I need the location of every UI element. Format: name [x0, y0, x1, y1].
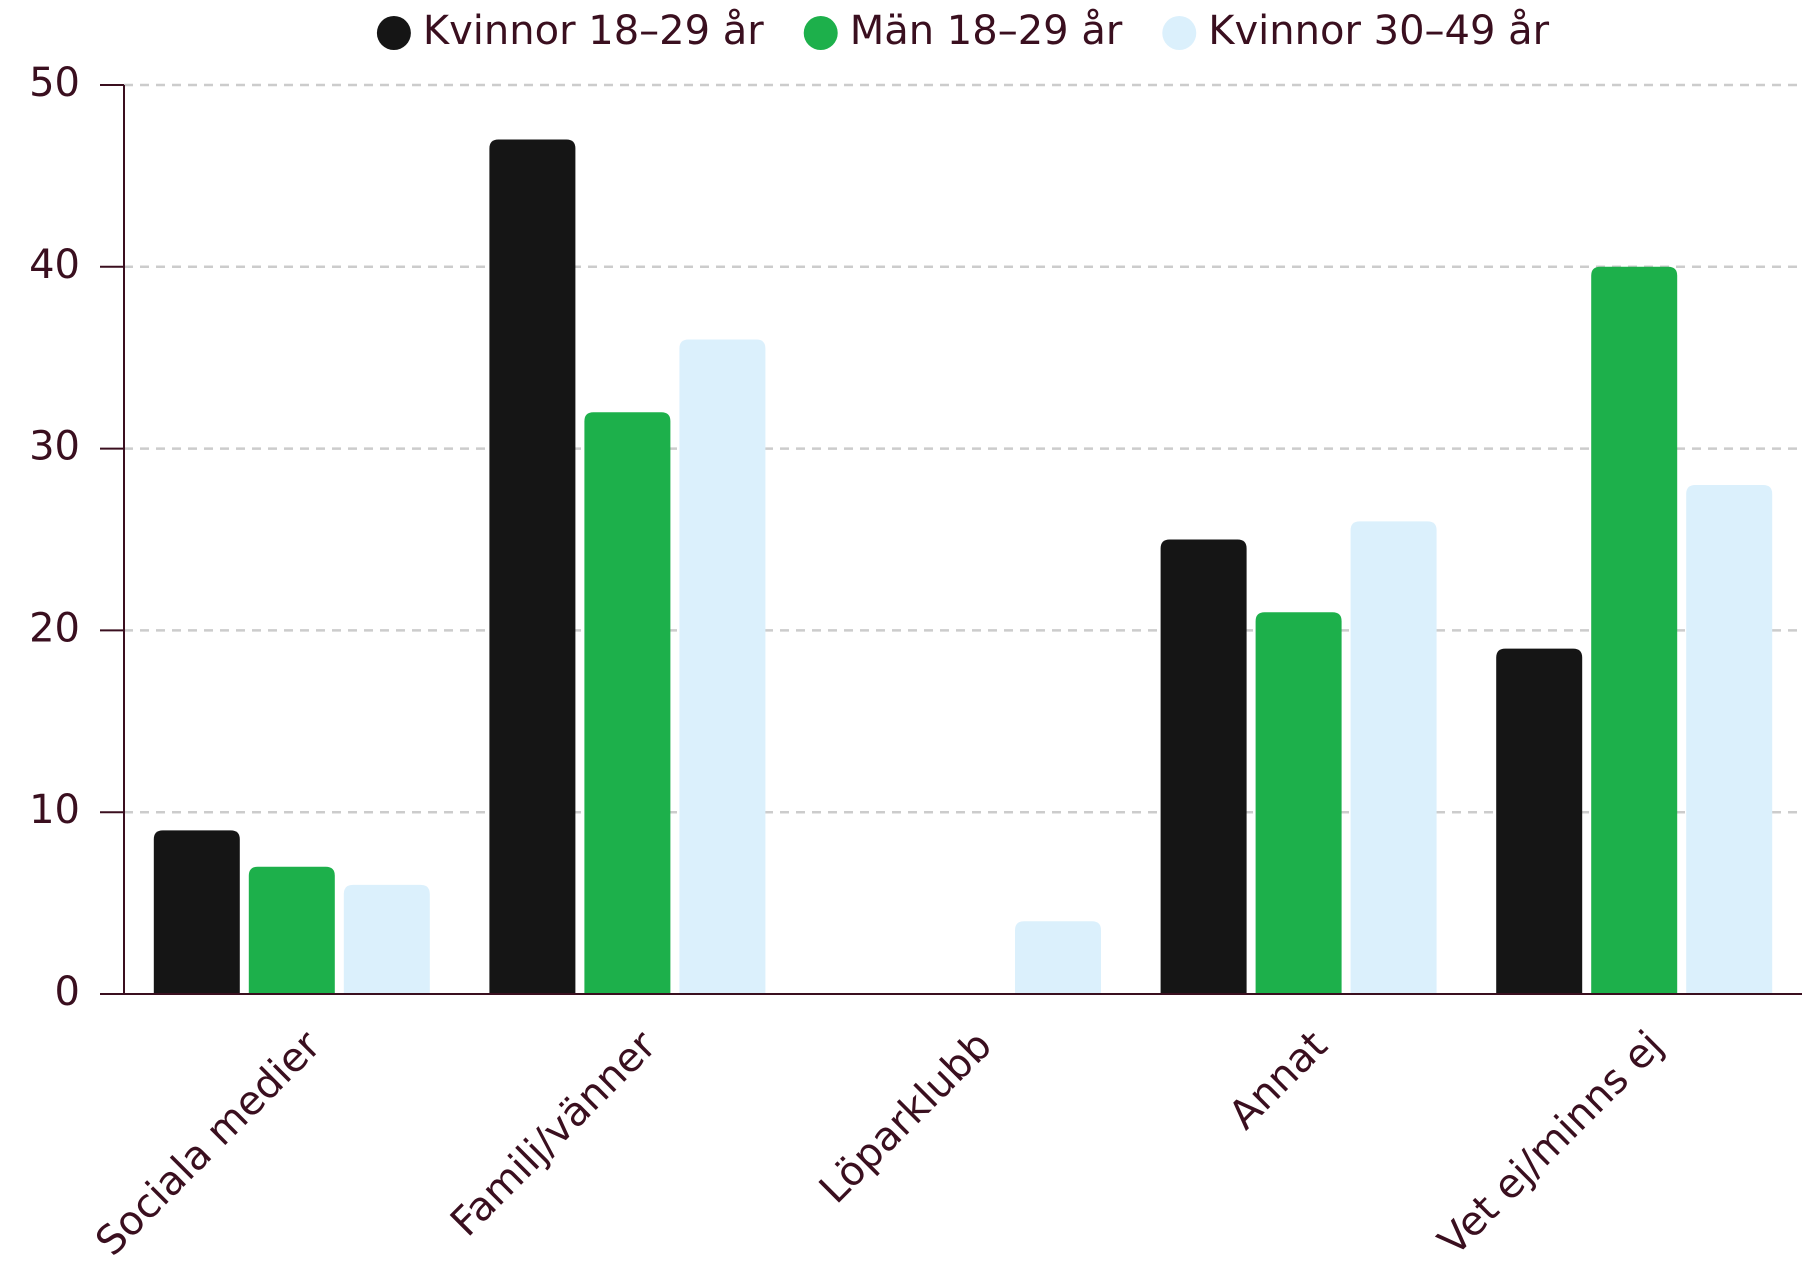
bar	[1686, 484, 1773, 994]
bar	[1591, 266, 1678, 994]
x-tick-label: Annat	[1220, 1022, 1336, 1138]
legend-marker	[803, 16, 838, 50]
bar	[1255, 612, 1342, 994]
bar	[153, 830, 240, 994]
legend-label: Män 18–29 år	[850, 8, 1123, 54]
y-tick-label: 50	[29, 60, 80, 106]
x-tick-label: Vet ej/minns ej	[1430, 1022, 1672, 1264]
bar	[1496, 648, 1583, 994]
legend-marker	[1162, 16, 1197, 50]
y-tick-label: 10	[29, 787, 80, 833]
x-tick-label: Sociala medier	[87, 1022, 330, 1265]
bar	[248, 866, 335, 994]
legend-label: Kvinnor 30–49 år	[1208, 8, 1549, 54]
y-tick-label: 20	[29, 605, 80, 651]
bar	[584, 412, 671, 994]
y-tick-label: 30	[29, 424, 80, 470]
legend-marker	[376, 16, 411, 50]
y-tick-label: 40	[29, 242, 80, 288]
bar	[1015, 921, 1101, 994]
x-tick-label: Löparklubb	[811, 1022, 1001, 1212]
y-tick-label: 0	[55, 969, 80, 1015]
bar	[679, 339, 766, 994]
bar	[343, 884, 430, 994]
bar	[1160, 539, 1247, 994]
legend-label: Kvinnor 18–29 år	[423, 8, 764, 54]
bar	[489, 139, 576, 995]
x-tick-label: Familj/vänner	[442, 1022, 666, 1246]
bar	[1350, 521, 1437, 994]
